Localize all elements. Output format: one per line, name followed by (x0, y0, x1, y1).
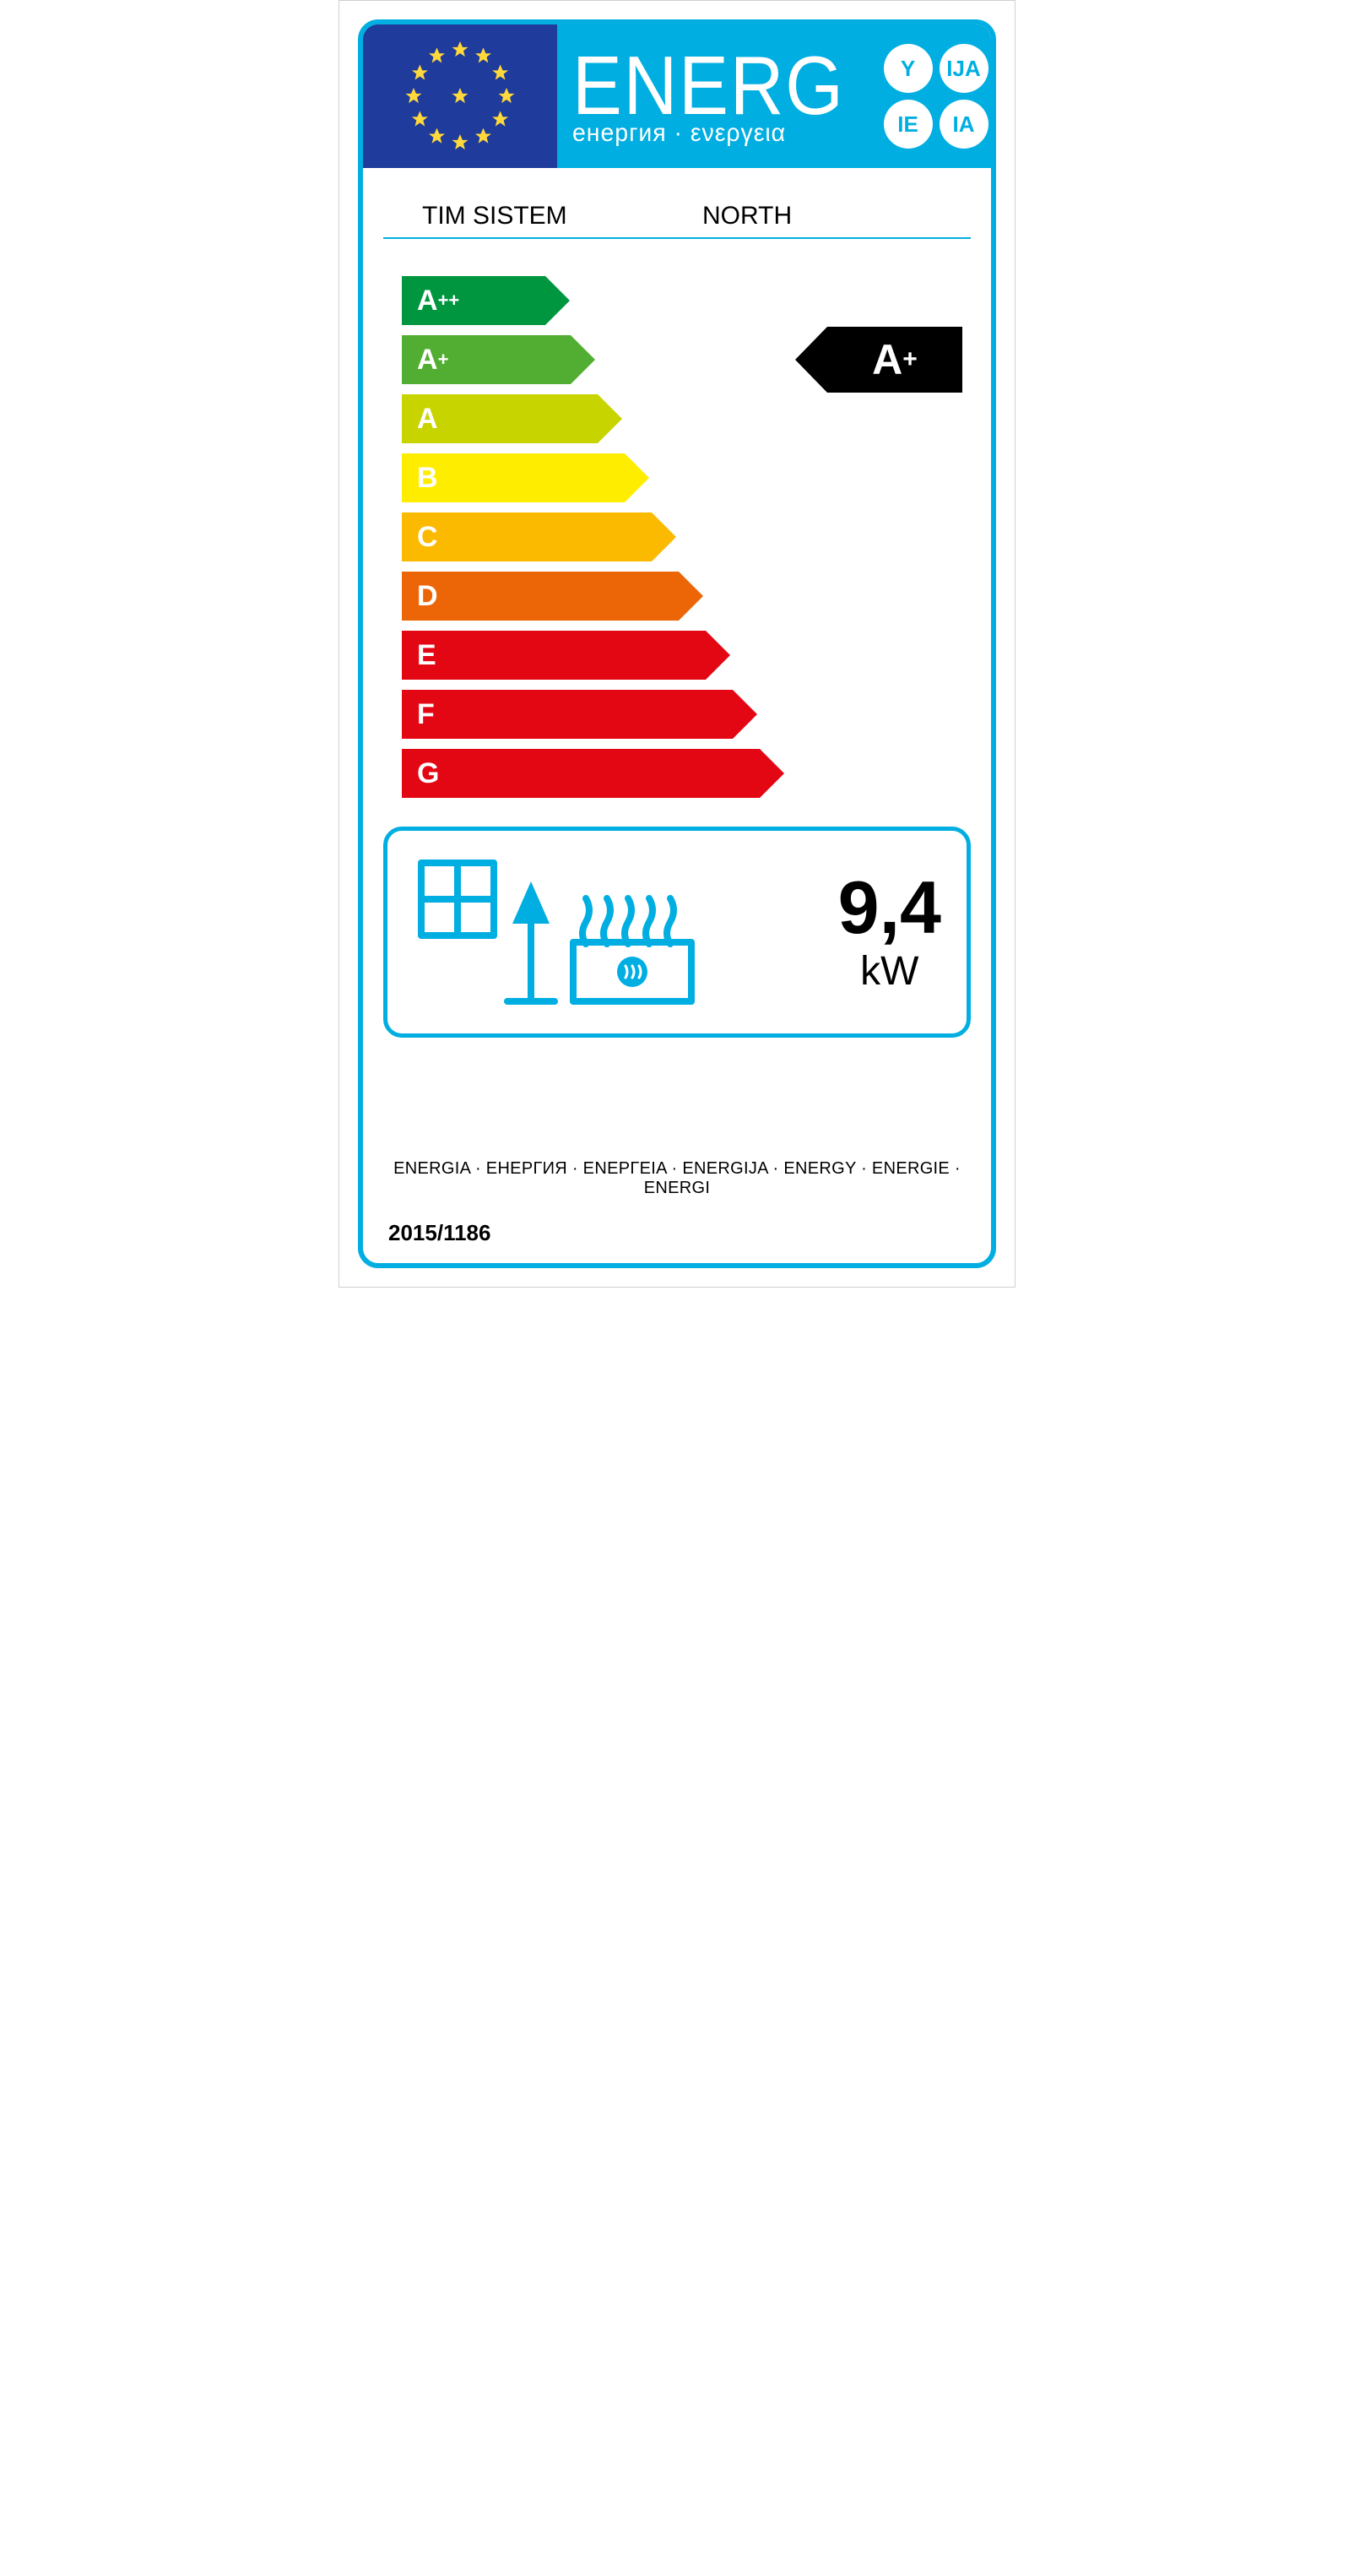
rating-scale: A++A+ABCDEFG (402, 276, 760, 808)
eu-flag-icon (363, 24, 557, 168)
banner-subtitle: енергия · ενεργεια (572, 122, 860, 146)
suffix-circle: IA (940, 100, 988, 149)
rating-arrow: C (402, 512, 760, 561)
rating-arrow: E (402, 631, 760, 680)
suffix-circle: IJA (940, 44, 988, 93)
energy-label: ENERG енергия · ενεργεια Y IJA IE IA TIM… (338, 0, 1016, 1288)
rating-arrow-super: ++ (438, 290, 460, 312)
power-unit: kW (838, 948, 941, 995)
rating-arrow-super: + (438, 349, 449, 371)
rating-arrow: A+ (402, 335, 760, 384)
rating-arrow-label: B (417, 462, 438, 495)
label-frame: ENERG енергия · ενεργεια Y IJA IE IA TIM… (358, 19, 996, 1268)
supplier-name: TIM SISTEM (422, 202, 652, 230)
banner-title-block: ENERG енергия · ενεργεια Y IJA IE IA (557, 24, 996, 168)
heater-pictograms-icon (413, 848, 838, 1017)
rating-arrow-label: A (417, 285, 438, 317)
rating-arrow: F (402, 690, 760, 739)
power-value-block: 9,4 kW (838, 870, 941, 995)
suffix-circle: Y (884, 44, 933, 93)
rating-arrow: B (402, 453, 760, 502)
footer-languages: ENERGIA · ЕНЕРГИЯ · ΕΝΕΡΓΕΙΑ · ENERGIJA … (388, 1159, 966, 1198)
product-id-row: TIM SISTEM NORTH (383, 168, 971, 239)
rating-arrow: G (402, 749, 760, 798)
rating-arrow-label: A (417, 403, 438, 436)
rating-arrow: D (402, 572, 760, 621)
rating-arrow-label: A (417, 344, 438, 377)
power-value: 9,4 (838, 870, 941, 945)
rating-scale-area: A++A+ABCDEFG A+ (383, 276, 971, 816)
footer-regulation: 2015/1186 (388, 1220, 966, 1246)
rating-arrow-label: F (417, 698, 435, 731)
rating-indicator-super: + (902, 345, 918, 374)
rating-indicator: A+ (827, 327, 962, 393)
rating-arrow-label: D (417, 580, 438, 613)
banner-title: ENERG (572, 46, 845, 125)
rating-arrow-label: C (417, 521, 438, 554)
banner-suffix-grid: Y IJA IE IA (884, 44, 988, 149)
rating-arrow-label: E (417, 639, 436, 672)
power-output-box: 9,4 kW (383, 827, 971, 1038)
rating-arrow: A (402, 394, 760, 443)
header-banner: ENERG енергия · ενεργεια Y IJA IE IA (363, 24, 991, 168)
rating-indicator-label: A (872, 335, 902, 384)
model-name: NORTH (652, 202, 932, 230)
rating-arrow-label: G (417, 757, 439, 790)
suffix-circle: IE (884, 100, 933, 149)
footer: ENERGIA · ЕНЕРГИЯ · ΕΝΕΡΓΕΙΑ · ENERGIJA … (363, 1159, 991, 1246)
rating-arrow: A++ (402, 276, 760, 325)
